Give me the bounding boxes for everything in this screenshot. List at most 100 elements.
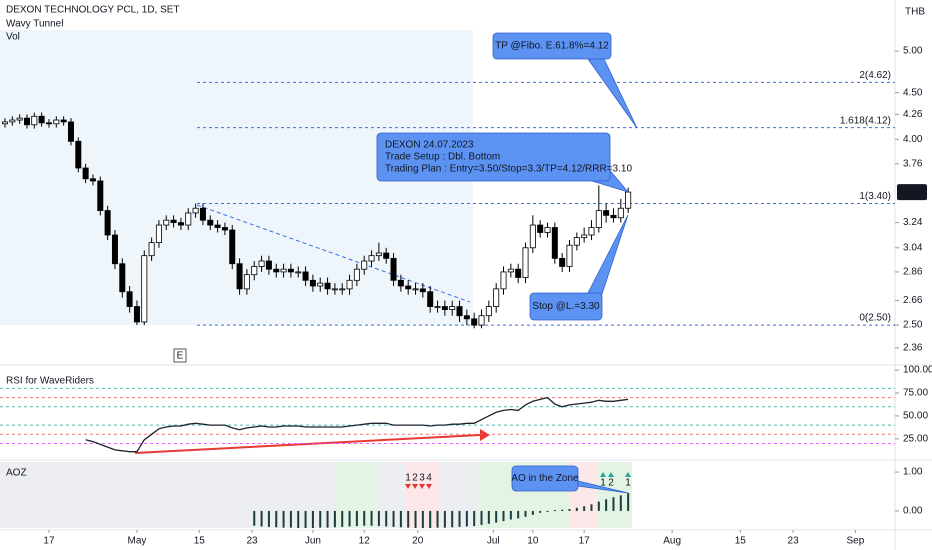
ao-bar (583, 506, 586, 511)
trend-line (196, 204, 471, 303)
ao-bar (465, 510, 468, 527)
candle-body (141, 255, 148, 323)
callout-text: DEXON 24.07.2023 (385, 140, 474, 151)
candle-body (493, 288, 500, 307)
ao-bar (267, 510, 270, 527)
ao-bar (421, 510, 424, 529)
candle-body (38, 115, 45, 124)
candle-body (595, 210, 602, 228)
candle-body (45, 122, 52, 125)
ao-bar (377, 510, 380, 527)
ao-bar (399, 510, 402, 528)
candle-body (361, 260, 368, 270)
candle-body (60, 119, 67, 123)
sell-arrow (419, 484, 425, 489)
ao-bar (502, 510, 505, 522)
ao-bar (385, 510, 388, 527)
x-tick-label: 23 (788, 536, 800, 547)
candle-body (544, 227, 551, 233)
divergence-arrow (134, 434, 481, 454)
earnings-marker (173, 348, 187, 363)
sell-arrow (405, 484, 411, 489)
candle-body (471, 318, 478, 326)
y-tick-label: 5.00 (903, 46, 923, 57)
candle-body (9, 119, 16, 123)
ao-bar (414, 510, 417, 529)
symbol-title: DEXON TECHNOLOGY PCL, 1D, SET (6, 5, 180, 16)
ao-bar (363, 510, 366, 526)
candle-body (214, 224, 221, 228)
y-tick-label: 75.00 (903, 388, 928, 399)
candle-body (485, 306, 492, 317)
candle-body (617, 207, 624, 219)
candle-body (390, 257, 397, 281)
candle-body (192, 207, 199, 214)
buy-arrow (625, 472, 631, 477)
ao-bar (590, 504, 593, 511)
candle-body (273, 268, 280, 273)
ao-bar (553, 510, 556, 512)
y-tick-label: 1.00 (903, 467, 923, 478)
ao-bar (348, 510, 351, 527)
ao-bar (546, 510, 549, 512)
candle-body (265, 260, 272, 270)
x-tick-label: 15 (735, 536, 747, 547)
candle-body (16, 117, 23, 121)
candle-body (507, 268, 514, 273)
ao-bar (436, 510, 439, 528)
x-tick-label: 12 (359, 536, 371, 547)
sell-signal-label: 4 (426, 473, 432, 484)
ao-bar (561, 509, 564, 511)
candle-body (456, 306, 463, 317)
y-tick-label: 50.00 (903, 411, 928, 422)
ao-bar (487, 510, 490, 524)
candle-body (405, 285, 412, 290)
candle-body (221, 227, 228, 231)
buy-signal-label: 1 (625, 478, 631, 489)
ao-bar (473, 510, 476, 527)
candle-body (126, 291, 133, 307)
x-tick-label: 10 (527, 536, 539, 547)
candle-body (104, 210, 111, 236)
callout-box (529, 292, 603, 321)
candle-body (82, 167, 89, 180)
ao-bar (282, 510, 285, 528)
ao-bar (253, 510, 256, 526)
candle-body (427, 291, 434, 307)
sell-arrow (426, 484, 432, 489)
ao-bar (311, 510, 314, 529)
callout-text: Trading Plan : Entry=3.50/Stop=3.3/TP=4.… (385, 164, 632, 175)
x-tick-label: Sep (847, 536, 865, 547)
callout-box (376, 132, 611, 182)
candle-body (434, 306, 441, 308)
ao-bar (355, 510, 358, 527)
candle-body (133, 306, 140, 323)
y-tick-label: 2.86 (903, 267, 923, 278)
y-tick-label: 4.50 (903, 87, 923, 98)
last-price-tag (897, 184, 927, 201)
candle-body (1, 121, 8, 125)
candle-body (97, 180, 104, 211)
y-tick-label: 0.00 (903, 506, 923, 517)
ao-bar (524, 510, 527, 517)
ao-bar (370, 510, 373, 526)
candle-body (368, 255, 375, 262)
ao-bar (597, 501, 600, 511)
candle-body (346, 279, 353, 290)
ao-bar (575, 507, 578, 511)
y-tick-label: 4.00 (903, 134, 923, 145)
buy-arrow (600, 472, 606, 477)
ao-bar (326, 510, 329, 528)
candle-body (419, 288, 426, 293)
candle-body (522, 247, 529, 278)
ao-bar (333, 510, 336, 528)
candle-body (67, 121, 74, 142)
candle-body (339, 288, 346, 291)
ao-bar (319, 510, 322, 528)
arrow-head (480, 429, 490, 441)
candle-body (251, 266, 258, 276)
candle-body (331, 288, 338, 291)
candle-body (397, 279, 404, 287)
sell-arrow (412, 484, 418, 489)
y-tick-label: 3.04 (903, 242, 923, 253)
